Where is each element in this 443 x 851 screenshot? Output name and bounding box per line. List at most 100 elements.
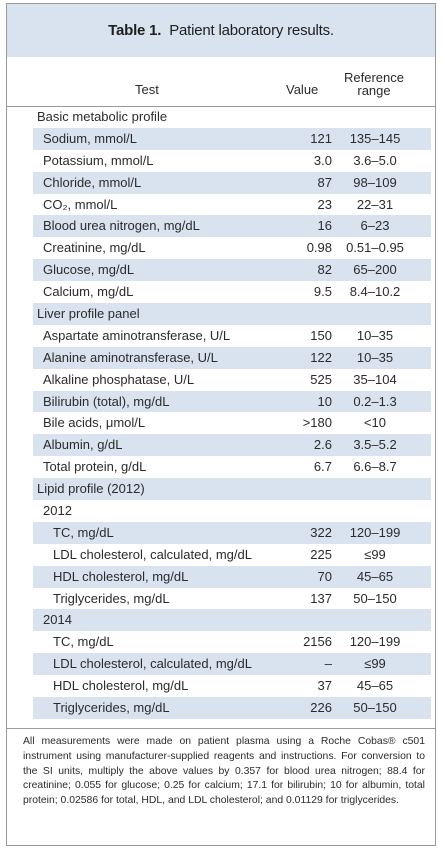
- test-value: 226: [310, 700, 332, 716]
- test-value: 6.7: [313, 459, 332, 475]
- table-row: Alkaline phosphatase, U/L 525 35–104: [7, 369, 435, 391]
- test-name: Alkaline phosphatase, U/L: [43, 371, 195, 387]
- test-value: 10: [317, 393, 332, 409]
- header-value: Value: [286, 82, 319, 97]
- test-value: 2.6: [313, 437, 332, 453]
- table-footnote: All measurements were made on patient pl…: [23, 736, 425, 807]
- test-value: 70: [317, 568, 332, 584]
- reference-range: 10–35: [356, 327, 394, 343]
- table-row: Albumin, g/dL 2.6 3.5–5.2: [7, 434, 435, 457]
- row-shading: [33, 653, 431, 676]
- test-value: 525: [310, 371, 332, 387]
- column-headers: Test Value Reference range: [7, 57, 435, 107]
- test-name: Creatinine, mg/dL: [43, 240, 146, 256]
- row-shading: [33, 609, 431, 632]
- header-reference-line2: range: [357, 83, 391, 98]
- test-name: LDL cholesterol, calculated, mg/dL: [53, 546, 252, 562]
- reference-range: 120–199: [349, 524, 401, 540]
- test-value: 122: [310, 349, 332, 365]
- test-name: Sodium, mmol/L: [43, 130, 137, 146]
- test-name: TC, mg/dL: [53, 634, 114, 650]
- test-name: HDL cholesterol, mg/dL: [53, 568, 189, 584]
- test-value: 121: [310, 130, 332, 146]
- table-row: Potassium, mmol/L 3.0 3.6–5.0: [7, 150, 435, 172]
- table-row: HDL cholesterol, mg/dL 70 45–65: [7, 565, 435, 588]
- reference-range: 45–65: [356, 568, 394, 584]
- reference-range: 6.6–8.7: [353, 459, 397, 475]
- header-test: Test: [135, 82, 159, 97]
- lab-results-table: Table 1. Patient laboratory results. Tes…: [6, 3, 436, 846]
- test-value: 9.5: [313, 284, 332, 300]
- test-value: 137: [310, 590, 332, 606]
- section-row: Basic metabolic profile: [7, 106, 435, 128]
- section-label: Basic metabolic profile: [37, 109, 168, 124]
- reference-range: 135–145: [349, 130, 401, 146]
- table-row: Alanine aminotransferase, U/L 122 10–35: [7, 346, 435, 369]
- test-name: Glucose, mg/dL: [43, 262, 135, 278]
- table-label: Table 1.: [108, 22, 162, 39]
- test-value: 87: [317, 174, 332, 190]
- test-value: 3.0: [313, 152, 332, 168]
- row-shading: [33, 259, 431, 282]
- test-name: Total protein, g/dL: [43, 459, 147, 475]
- table-row: Triglycerides, mg/dL 226 50–150: [7, 697, 435, 719]
- row-shading: [33, 478, 431, 501]
- test-name: Blood urea nitrogen, mg/dL: [43, 218, 200, 234]
- test-name: CO₂, mmol/L: [43, 196, 118, 212]
- row-shading: [33, 565, 431, 588]
- reference-range: <10: [363, 415, 387, 431]
- table-title-bar: Table 1. Patient laboratory results.: [7, 4, 435, 57]
- reference-range: ≤99: [364, 546, 386, 562]
- test-value: 23: [317, 196, 332, 212]
- reference-range: 50–150: [353, 590, 397, 606]
- test-name: Albumin, g/dL: [43, 437, 123, 453]
- reference-range: 35–104: [353, 371, 397, 387]
- test-value: 2156: [303, 634, 332, 650]
- reference-range: 98–109: [353, 174, 397, 190]
- table-row: LDL cholesterol, calculated, mg/dL 225 ≤99: [7, 544, 435, 566]
- table-row: Calcium, mg/dL 9.5 8.4–10.2: [7, 281, 435, 303]
- reference-range: 0.51–0.95: [346, 240, 404, 256]
- section-label: Lipid profile (2012): [37, 481, 145, 497]
- table-row: 2014: [7, 609, 435, 632]
- reference-range: 120–199: [349, 634, 401, 650]
- test-name: Bilirubin (total), mg/dL: [43, 393, 170, 409]
- table-row: Aspartate aminotransferase, U/L 150 10–35: [7, 325, 435, 347]
- reference-range: 3.5–5.2: [353, 437, 397, 453]
- test-name: Alanine aminotransferase, U/L: [43, 349, 218, 365]
- table-row: Glucose, mg/dL 82 65–200: [7, 259, 435, 282]
- row-shading: [33, 697, 431, 719]
- test-value: 16: [317, 218, 332, 234]
- test-name: 2012: [43, 503, 72, 519]
- reference-range: 45–65: [356, 678, 394, 694]
- footnote-divider: [7, 728, 435, 729]
- table-row: Chloride, mmol/L 87 98–109: [7, 171, 435, 194]
- row-shading: [33, 521, 431, 544]
- table-row: TC, mg/dL 322 120–199: [7, 521, 435, 544]
- table-caption: Table 1. Patient laboratory results.: [108, 22, 334, 39]
- test-value: –: [324, 656, 332, 672]
- table-row: TC, mg/dL 2156 120–199: [7, 631, 435, 653]
- reference-range: 22–31: [356, 196, 394, 212]
- table-body: Basic metabolic profile Sodium, mmol/L 121…: [7, 106, 435, 719]
- table-title: Patient laboratory results.: [169, 22, 334, 39]
- row-shading: [33, 303, 431, 325]
- test-name: 2014: [43, 612, 72, 628]
- test-value: 322: [310, 524, 332, 540]
- section-row: Lipid profile (2012): [7, 478, 435, 501]
- reference-range: 8.4–10.2: [349, 284, 401, 300]
- test-value: 150: [310, 327, 332, 343]
- test-name: Potassium, mmol/L: [43, 152, 154, 168]
- row-shading: [33, 215, 431, 238]
- test-name: Triglycerides, mg/dL: [53, 590, 170, 606]
- reference-range: 0.2–1.3: [353, 393, 397, 409]
- test-name: LDL cholesterol, calculated, mg/dL: [53, 656, 252, 672]
- table-row: CO₂, mmol/L 23 22–31: [7, 194, 435, 216]
- table-row: Total protein, g/dL 6.7 6.6–8.7: [7, 456, 435, 478]
- row-shading: [33, 171, 431, 194]
- test-name: Calcium, mg/dL: [43, 284, 134, 300]
- test-value: >180: [302, 415, 332, 431]
- section-row: Liver profile panel: [7, 303, 435, 325]
- test-value: 82: [317, 262, 332, 278]
- reference-range: 50–150: [353, 700, 397, 716]
